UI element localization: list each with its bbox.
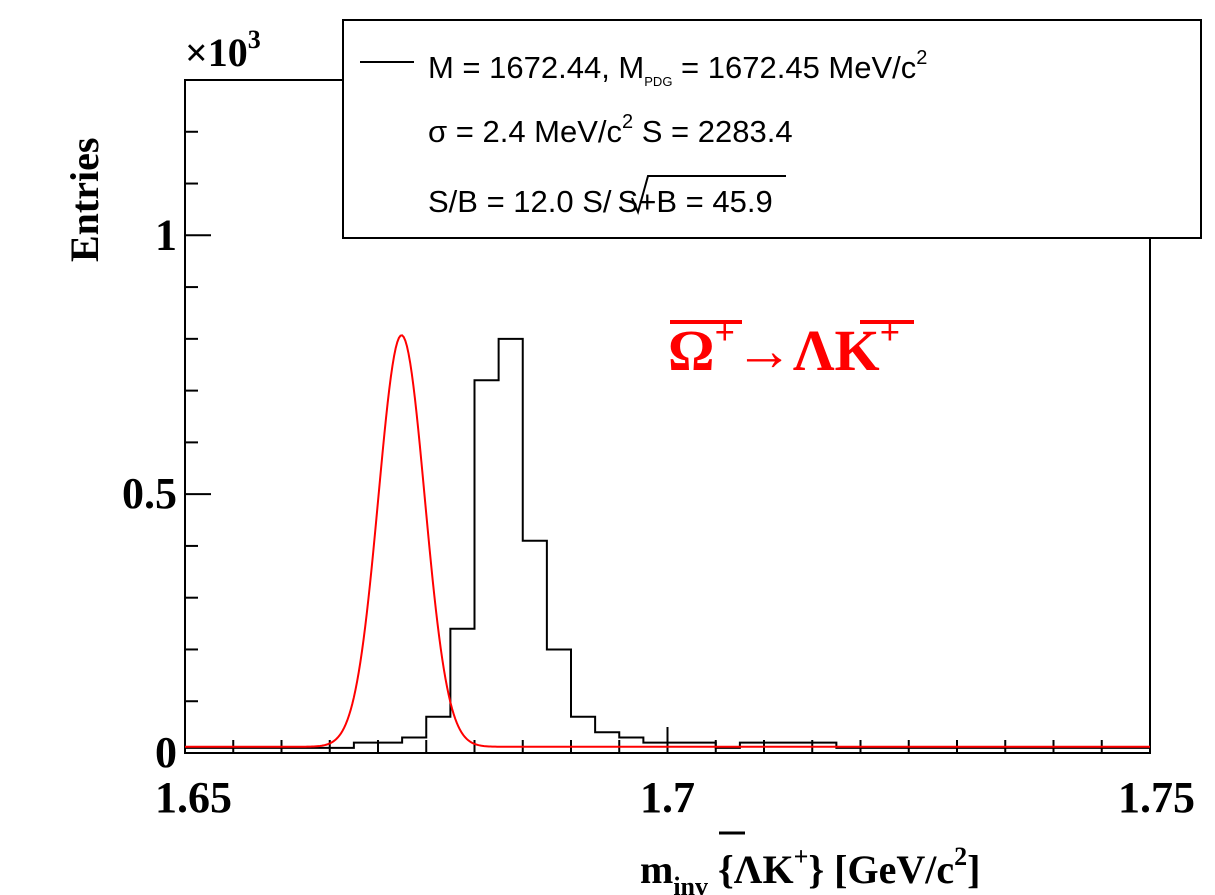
legend-box <box>342 19 1202 239</box>
y-tick-label: 1 <box>155 210 177 259</box>
legend-line-3: S/B = 12.0 S/S+B = 45.9 <box>428 184 773 219</box>
legend-line-1: M = 1672.44, MPDG = 1672.45 MeV/c2 <box>428 47 927 89</box>
y-exponent: ×103 <box>185 25 261 75</box>
x-tick-label: 1.7 <box>640 773 695 822</box>
x-tick-label: 1.65 <box>155 773 232 822</box>
decay-annotation: Ω+→ΛK+ <box>668 312 900 383</box>
fit-curve <box>185 334 1150 748</box>
y-axis-label: Entries <box>62 138 107 262</box>
legend-sqrt-sign <box>631 175 786 216</box>
histogram-series <box>185 337 1150 749</box>
y-tick-label: 0 <box>155 728 177 777</box>
legend-line-2: σ = 2.4 MeV/c2 S = 2283.4 <box>428 111 793 149</box>
axis-tick-labels: 1.65 1.7 1.75 0 0.5 1 <box>122 210 1195 822</box>
y-tick-label: 0.5 <box>122 469 177 518</box>
x-axis-label: minv {ΛK+} [GeV/c2] <box>640 842 980 895</box>
x-tick-label: 1.75 <box>1118 773 1195 822</box>
